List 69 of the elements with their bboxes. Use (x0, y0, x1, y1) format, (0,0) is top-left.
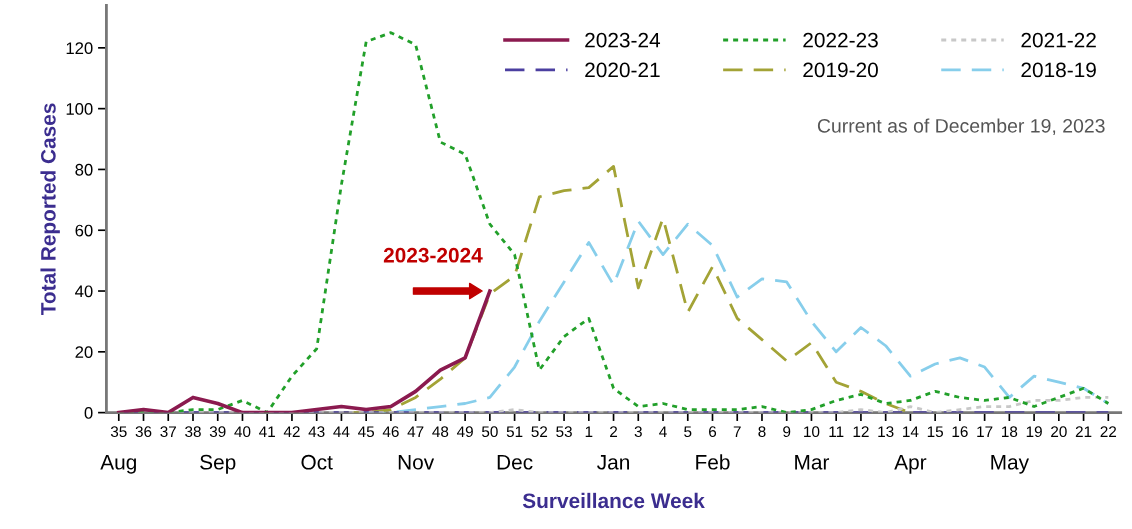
text: Apr (894, 455, 927, 474)
text: May (991, 455, 1029, 474)
x-tick-label: 36 (135, 426, 152, 438)
x-tick-label: 3 (634, 426, 642, 438)
x-tick-label: 4 (659, 426, 667, 437)
x-tick-label: 47 (407, 426, 424, 437)
x-tick-label: 50 (481, 426, 498, 438)
x-tick-label: 41 (259, 426, 275, 437)
text: Aug (100, 455, 136, 474)
x-tick-label: 48 (432, 426, 449, 438)
y-tick-label: 100 (66, 103, 93, 115)
x-tick-label: 8 (758, 426, 766, 438)
x-tick-label: 53 (556, 426, 572, 438)
legend-label: 2023-24 (585, 32, 661, 48)
text: Sep (200, 454, 236, 474)
y-tick-label: 80 (75, 163, 93, 176)
x-tick-label: 43 (308, 426, 325, 438)
x-tick-label: 19 (1026, 426, 1042, 438)
x-tick-label: 44 (333, 426, 350, 437)
text: Feb (696, 454, 730, 470)
x-tick-label: 16 (952, 426, 968, 438)
text: Jan (597, 455, 629, 470)
annotation: Current as of December 19, 2023 (817, 118, 1105, 136)
legend-label: 2020-21 (585, 62, 660, 78)
x-tick-label: 18 (1002, 426, 1018, 438)
text: Dec (497, 455, 533, 470)
legend-label: 2019-20 (803, 62, 878, 78)
line-series (116, 289, 492, 413)
x-tick-label: 37 (160, 426, 176, 438)
x-tick-label: 10 (804, 426, 820, 438)
x-tick-label: 15 (927, 426, 943, 438)
legend-label: 2022-23 (803, 32, 878, 48)
x-tick-label: 7 (733, 426, 741, 437)
text: Mar (795, 455, 830, 470)
x-tick-label: 1 (585, 426, 593, 437)
x-axis-title: Surveillance Week (522, 492, 705, 509)
y-tick-label: 0 (84, 407, 93, 419)
x-tick-label: 13 (878, 426, 894, 438)
y-tick-label: 120 (66, 42, 93, 55)
legend-label: 2021-22 (1021, 32, 1096, 48)
x-tick-label: 46 (382, 426, 399, 438)
x-tick-label: 42 (283, 426, 300, 437)
annotation: 2023-2024 (383, 247, 483, 263)
x-tick-label: 45 (358, 426, 375, 438)
x-tick-label: 39 (209, 426, 226, 438)
legend-label: 2018-19 (1021, 62, 1096, 78)
x-tick-label: 21 (1075, 426, 1092, 437)
x-tick-label: 14 (903, 426, 919, 437)
x-tick-label: 38 (185, 426, 201, 438)
x-tick-label: 6 (709, 426, 717, 438)
x-tick-label: 52 (531, 426, 548, 438)
x-tick-label: 11 (829, 426, 844, 437)
text: Nov (398, 455, 435, 470)
x-tick-label: 5 (684, 426, 692, 438)
text: Oct (301, 454, 333, 470)
y-tick-label: 40 (75, 285, 93, 298)
y-tick-label: 60 (75, 224, 93, 237)
x-tick-label: 9 (783, 426, 791, 438)
x-tick-label: 2 (610, 426, 618, 437)
x-tick-label: 17 (977, 426, 993, 437)
x-tick-label: 22 (1100, 426, 1117, 437)
x-tick-label: 20 (1051, 426, 1067, 438)
x-tick-label: 40 (234, 426, 251, 438)
x-tick-label: 35 (110, 426, 127, 438)
x-tick-label: 49 (456, 426, 473, 438)
y-tick-label: 20 (75, 346, 93, 359)
x-tick-label: 12 (853, 426, 869, 437)
y-axis-title: Total Reported Cases (40, 103, 60, 316)
x-tick-label: 51 (506, 426, 523, 438)
